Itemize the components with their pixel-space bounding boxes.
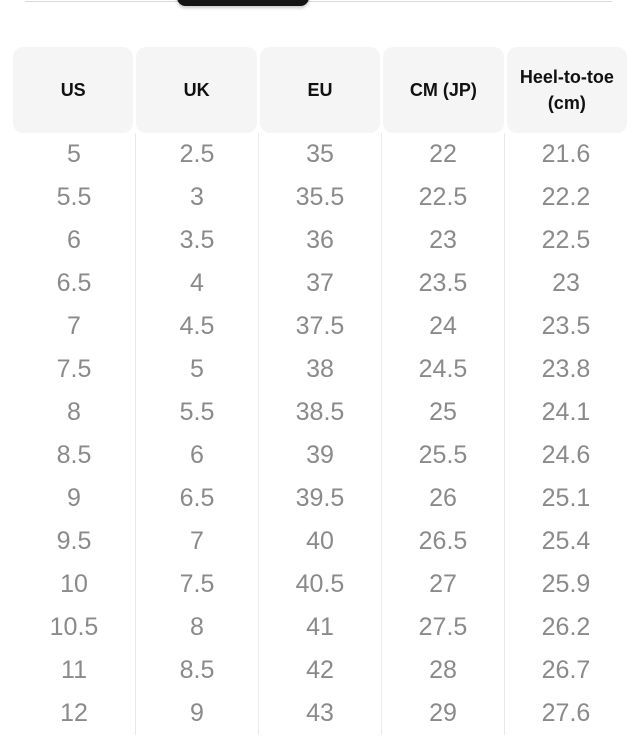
table-cell: 27.6 [504,692,627,735]
table-cell: 21.6 [504,133,627,176]
table-cell: 23 [381,219,504,262]
table-cell: 7 [135,520,258,563]
table-cell: 8 [67,398,81,426]
table-cell: 28 [381,649,504,692]
table-row: 9.5 7 40 26.5 25.4 [13,520,627,563]
table-cell: 37 [258,262,381,305]
table-row: 8 5.5 38.5 25 24.1 [13,391,627,434]
table-cell: 24.6 [504,434,627,477]
table-cell: 11 [61,656,87,684]
table-cell: 7.5 [135,563,258,606]
table-cell: 40 [258,520,381,563]
table-row: 8.5 6 39 25.5 24.6 [13,434,627,477]
table-cell: 22.5 [504,219,627,262]
table-cell: 25 [381,391,504,434]
column-header: CM (JP) [383,47,504,133]
table-row: 6 3.5 36 23 22.5 [13,219,627,262]
table-cell: 22 [381,133,504,176]
table-cell: 10.5 [49,613,99,641]
table-cell: 24.5 [381,348,504,391]
table-cell: 42 [258,649,381,692]
table-cell: 6.5 [56,269,92,297]
table-cell: 6.5 [135,477,258,520]
table-cell: 29 [381,692,504,735]
table-cell: 26.7 [504,649,627,692]
table-cell: 27.5 [381,606,504,649]
table-cell: 26.5 [381,520,504,563]
table-row: 5.5 3 35.5 22.5 22.2 [13,176,627,219]
table-cell: 8.5 [56,441,92,469]
table-cell: 2.5 [135,133,258,176]
table-cell: 24 [381,305,504,348]
size-chart-table: US UK EU CM (JP) Heel-to-toe (cm) 5 2.5 … [13,47,628,735]
table-cell: 36 [258,219,381,262]
table-cell: 3.5 [135,219,258,262]
table-cell: 4 [135,262,258,305]
table-cell: 6 [67,226,81,254]
table-cell: 23 [504,262,627,305]
table-cell: 37.5 [258,305,381,348]
selected-toggle-pill[interactable] [177,0,309,6]
table-cell: 26.2 [504,606,627,649]
table-cell: 26 [381,477,504,520]
table-cell: 5.5 [56,183,92,211]
table-cell: 5.5 [135,391,258,434]
table-row: 11 8.5 42 28 26.7 [13,649,627,692]
column-header: EU [259,47,381,133]
table-row: 10 7.5 40.5 27 25.9 [13,563,627,606]
table-cell: 39 [258,434,381,477]
table-cell: 23.5 [381,262,504,305]
table-cell: 7 [67,312,81,340]
table-cell: 23.5 [504,305,627,348]
table-cell: 8 [135,606,258,649]
table-cell: 9.5 [56,527,92,555]
table-cell: 9 [135,692,258,735]
table-cell: 38 [258,348,381,391]
table-cell: 25.5 [381,434,504,477]
table-cell: 25.1 [504,477,627,520]
table-cell: 5 [135,348,258,391]
table-cell: 9 [67,484,81,512]
table-body: 5 2.5 35 22 21.6 5.5 3 35.5 22.5 22.2 6 … [13,133,627,735]
table-cell: 22.5 [381,176,504,219]
table-row: 7.5 5 38 24.5 23.8 [13,348,627,391]
table-cell: 4.5 [135,305,258,348]
table-cell: 25.9 [504,563,627,606]
column-header: US [13,47,134,133]
table-cell: 6 [135,434,258,477]
table-cell: 40.5 [258,563,381,606]
table-cell: 38.5 [258,391,381,434]
table-row: 9 6.5 39.5 26 25.1 [13,477,627,520]
table-cell: 27 [381,563,504,606]
table-row: 10.5 8 41 27.5 26.2 [13,606,627,649]
column-header: Heel-to-toe (cm) [506,47,628,133]
table-cell: 5 [67,140,81,168]
table-cell: 10 [60,570,88,598]
table-cell: 35.5 [258,176,381,219]
table-cell: 23.8 [504,348,627,391]
table-cell: 41 [258,606,381,649]
table-header-row: US UK EU CM (JP) Heel-to-toe (cm) [13,47,628,133]
table-cell: 39.5 [258,477,381,520]
table-cell: 3 [135,176,258,219]
column-header: UK [136,47,257,133]
table-row: 7 4.5 37.5 24 23.5 [13,305,627,348]
table-cell: 7.5 [56,355,92,383]
table-row: 6.5 4 37 23.5 23 [13,262,627,305]
table-cell: 8.5 [135,649,258,692]
table-cell: 35 [258,133,381,176]
table-cell: 12 [60,699,88,727]
table-cell: 25.4 [504,520,627,563]
table-cell: 22.2 [504,176,627,219]
table-row: 5 2.5 35 22 21.6 [13,133,627,176]
size-toggle-strip [0,0,640,8]
table-cell: 43 [258,692,381,735]
toggle-underline [25,1,612,2]
table-cell: 24.1 [504,391,627,434]
table-row: 12 9 43 29 27.6 [13,692,627,735]
